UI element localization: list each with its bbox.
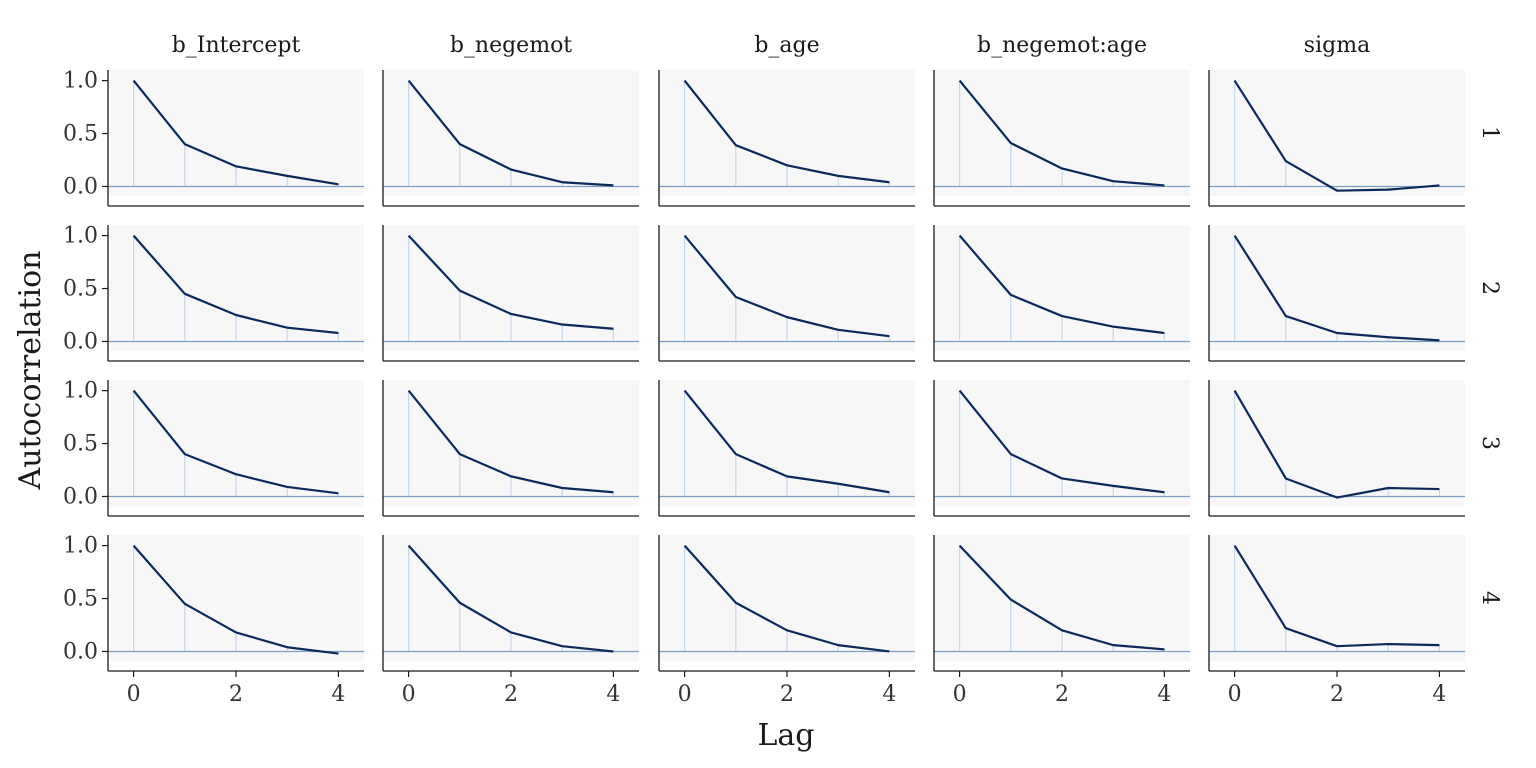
panel-background	[1209, 535, 1465, 661]
acf-series-line	[1233, 79, 1440, 192]
panel-3-1	[107, 380, 364, 517]
facet-strip-column: b_Intercept	[172, 33, 301, 58]
panel-4-3	[658, 535, 915, 672]
panel-3-2	[382, 380, 639, 517]
acf-series-line	[407, 234, 614, 330]
panel-4-4	[933, 535, 1190, 672]
x-tick-label: 2	[780, 682, 794, 707]
facet-strip-row: 3	[1477, 436, 1502, 450]
panel-2-2	[382, 225, 639, 362]
facet-strip-column: sigma	[1304, 33, 1370, 58]
y-tick-label: 0.5	[63, 122, 98, 147]
acf-series-line	[958, 389, 1165, 494]
panel-4-1	[107, 535, 364, 672]
y-tick-label: 0.0	[63, 639, 98, 664]
x-tick-label: 2	[504, 682, 518, 707]
acf-series-line	[958, 234, 1165, 335]
acf-series-line	[683, 234, 890, 338]
x-tick-label: 0	[1228, 682, 1242, 707]
x-tick-label: 4	[1432, 682, 1446, 707]
acf-series-line	[958, 544, 1165, 651]
y-tick-label: 0.0	[63, 329, 98, 354]
panel-4-5	[1208, 535, 1465, 672]
x-tick-label: 0	[127, 682, 141, 707]
x-tick-label: 4	[606, 682, 620, 707]
facet-strip-column: b_negemot:age	[977, 33, 1147, 58]
panel-2-1	[107, 225, 364, 362]
x-tick-label: 4	[1157, 682, 1171, 707]
panel-1-1	[107, 70, 364, 207]
facet-strip-row: 4	[1477, 591, 1502, 605]
y-tick-label: 0.5	[63, 587, 98, 612]
y-tick-label: 0.5	[63, 432, 98, 457]
y-tick-label: 1.0	[63, 224, 98, 249]
x-tick-label: 4	[331, 682, 345, 707]
panel-background	[1209, 70, 1465, 196]
x-tick-label: 2	[1330, 682, 1344, 707]
y-tick-label: 1.0	[63, 69, 98, 94]
x-tick-label: 2	[229, 682, 243, 707]
panel-1-2	[382, 70, 639, 207]
panel-background	[1209, 225, 1465, 351]
y-tick-label: 1.0	[63, 534, 98, 559]
panel-4-2	[382, 535, 639, 672]
acf-series-line	[407, 79, 614, 187]
panel-1-5	[1208, 70, 1465, 207]
facet-strip-row: 1	[1477, 126, 1502, 140]
y-axis-title: Autocorrelation	[13, 251, 48, 491]
strips-layer: b_Intercept b_negemot b_age b_negemot:age si…	[172, 33, 1502, 605]
panel-background	[1209, 380, 1465, 506]
acf-series-line	[1233, 234, 1440, 342]
acf-series-line	[132, 234, 339, 335]
acf-series-line	[132, 79, 339, 186]
acf-series-line	[132, 544, 339, 655]
x-axis: 0 2 4 0 2 4 0 2 4 0 2 4 0 2 4	[127, 671, 1446, 707]
y-axis: 0.0 0.5 1.0 0.0 0.5 1.0 0.0 0.5 1.0 0.0 0.5 1.0	[63, 69, 108, 664]
y-tick-label: 0.5	[63, 277, 98, 302]
acf-series-line	[132, 389, 339, 495]
panel-3-5	[1208, 380, 1465, 517]
acf-series-line	[1233, 390, 1440, 499]
panel-2-4	[933, 225, 1190, 362]
x-tick-label: 0	[402, 682, 416, 707]
y-tick-label: 0.0	[63, 484, 98, 509]
panel-3-3	[658, 380, 915, 517]
y-tick-label: 0.0	[63, 174, 98, 199]
acf-series-line	[407, 544, 614, 653]
x-tick-label: 0	[678, 682, 692, 707]
acf-series-line	[683, 389, 890, 494]
x-tick-label: 0	[953, 682, 967, 707]
facet-strip-column: b_age	[754, 33, 819, 58]
facet-strip-row: 2	[1477, 281, 1502, 295]
acf-series-line	[1233, 545, 1440, 648]
acf-series-line	[683, 544, 890, 653]
acf-series-line	[407, 389, 614, 494]
y-tick-label: 1.0	[63, 379, 98, 404]
facet-strip-column: b_negemot	[450, 33, 572, 58]
panel-1-3	[658, 70, 915, 207]
panel-2-3	[658, 225, 915, 362]
acf-series-line	[683, 79, 890, 184]
panel-1-4	[933, 70, 1190, 207]
x-tick-label: 4	[882, 682, 896, 707]
x-tick-label: 2	[1055, 682, 1069, 707]
x-axis-title: Lag	[757, 718, 814, 753]
acf-series-line	[958, 79, 1165, 187]
panel-2-5	[1208, 225, 1465, 362]
panel-3-4	[933, 380, 1190, 517]
panels-layer	[107, 70, 1465, 672]
